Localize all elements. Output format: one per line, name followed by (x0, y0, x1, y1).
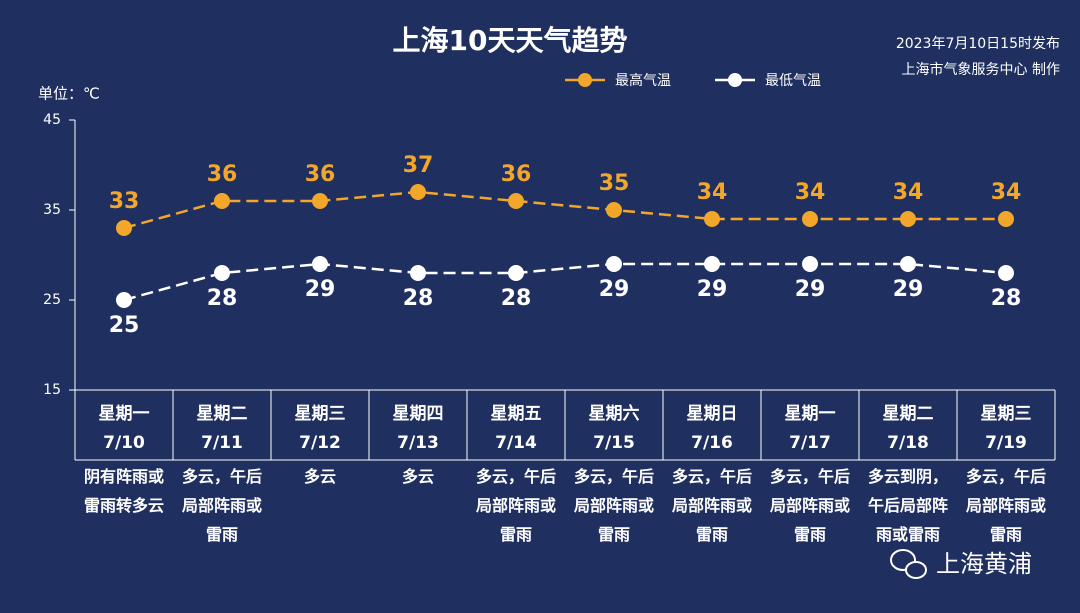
weather-description: 阴有阵雨或雷雨转多云 (83, 467, 164, 515)
point (410, 184, 426, 200)
weekday-label: 星期一 (785, 404, 836, 424)
point (312, 256, 328, 272)
point (508, 265, 524, 281)
point (508, 193, 524, 209)
legend-label: 最低气温 (765, 73, 821, 89)
value-label: 28 (207, 286, 238, 311)
weekday-label: 星期一 (99, 404, 150, 424)
legend-marker (728, 73, 742, 87)
weather-description: 多云，午后局部阵雨或雷雨 (769, 467, 850, 544)
date-label: 7/15 (593, 433, 635, 453)
point (802, 211, 818, 227)
weather-description: 多云，午后局部阵雨或雷雨 (181, 467, 262, 544)
y-tick-label: 15 (43, 382, 61, 398)
value-label: 34 (697, 180, 728, 205)
value-label: 35 (599, 171, 630, 196)
point (998, 211, 1014, 227)
value-label: 28 (991, 286, 1022, 311)
producer: 上海市气象服务中心 制作 (902, 61, 1060, 78)
point (900, 211, 916, 227)
date-label: 7/11 (201, 433, 243, 453)
value-label: 29 (893, 277, 924, 302)
value-label: 28 (403, 286, 434, 311)
wechat-icon (890, 549, 927, 579)
weekday-label: 星期三 (295, 404, 346, 424)
weekday-label: 星期二 (197, 404, 248, 424)
weekday-label: 星期四 (393, 404, 444, 424)
weekday-label: 星期六 (589, 403, 640, 424)
weekday-label: 星期二 (883, 404, 934, 424)
point (704, 256, 720, 272)
date-label: 7/12 (299, 433, 341, 453)
value-label: 28 (501, 286, 532, 311)
point (410, 265, 426, 281)
value-label: 36 (305, 162, 336, 187)
y-tick-label: 45 (43, 112, 61, 128)
series-line (123, 262, 1007, 302)
date-label: 7/19 (985, 433, 1027, 453)
weather-description: 多云，午后局部阵雨或雷雨 (573, 467, 654, 544)
series-line (123, 190, 1006, 230)
weekday-label: 星期三 (981, 404, 1032, 424)
weather-description: 多云 (401, 467, 434, 486)
legend-marker (578, 73, 592, 87)
point (606, 202, 622, 218)
value-label: 37 (403, 153, 434, 178)
date-label: 7/14 (495, 433, 537, 453)
y-tick-label: 35 (43, 202, 61, 218)
value-label: 29 (599, 277, 630, 302)
value-label: 29 (795, 277, 826, 302)
value-label: 36 (207, 162, 238, 187)
point (606, 256, 622, 272)
point (214, 193, 230, 209)
value-label: 34 (893, 180, 924, 205)
date-label: 7/10 (103, 433, 145, 453)
point (214, 265, 230, 281)
weather-description: 多云，午后局部阵雨或雷雨 (965, 467, 1046, 544)
point (116, 220, 132, 236)
point (116, 292, 132, 308)
y-tick-label: 25 (43, 292, 61, 308)
value-label: 33 (109, 189, 140, 214)
point (998, 265, 1014, 281)
unit: 单位：℃ (38, 85, 100, 103)
value-label: 29 (305, 277, 336, 302)
weather-description: 多云，午后局部阵雨或雷雨 (671, 467, 752, 544)
point (312, 193, 328, 209)
date-label: 7/16 (691, 433, 733, 453)
point (704, 211, 720, 227)
date-label: 7/18 (887, 433, 929, 453)
weather-description: 多云，午后局部阵雨或雷雨 (475, 467, 556, 544)
weather-description: 多云 (303, 467, 336, 486)
watermark: 上海黄浦 (936, 550, 1032, 578)
legend-label: 最高气温 (615, 72, 671, 89)
issued: 2023年7月10日15时发布 (896, 36, 1060, 52)
value-label: 25 (109, 313, 140, 338)
date-label: 7/17 (789, 433, 831, 453)
chart-title: 上海10天天气趋势 (393, 24, 628, 57)
date-label: 7/13 (397, 433, 439, 453)
value-label: 29 (697, 277, 728, 302)
value-label: 34 (795, 180, 826, 205)
weekday-label: 星期日 (687, 404, 738, 424)
value-label: 34 (991, 180, 1022, 205)
point (900, 256, 916, 272)
value-label: 36 (501, 162, 532, 187)
weather-description: 多云到阴，午后局部阵雨或雷雨 (867, 467, 948, 544)
point (802, 256, 818, 272)
weekday-label: 星期五 (491, 404, 542, 424)
